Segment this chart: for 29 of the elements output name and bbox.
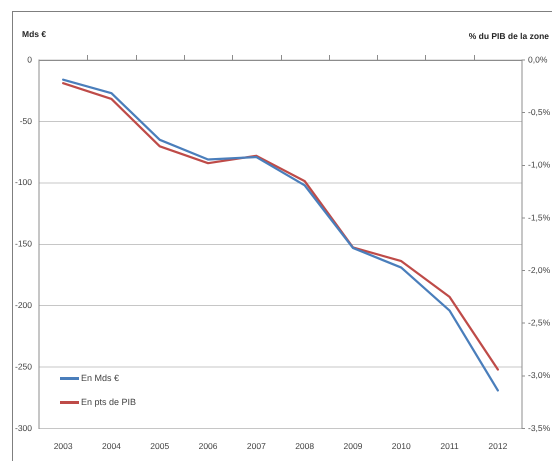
- x-tick-label: 2008: [295, 440, 314, 451]
- x-tick-label: 2011: [440, 440, 459, 451]
- y2-tick-label: -2,0%: [528, 264, 551, 275]
- y-tick-label: -250: [14, 361, 32, 372]
- y-tick-label: -150: [14, 238, 32, 249]
- x-tick-label: 2012: [488, 440, 508, 451]
- y2-axis-title: % du PIB de la zone: [468, 31, 549, 41]
- x-tick-label: 2003: [54, 440, 73, 451]
- y2-tick-label: -3,0%: [528, 370, 551, 380]
- x-tick-label: 2010: [392, 440, 411, 451]
- x-tick-label: 2007: [246, 440, 266, 451]
- x-tick-label: 2009: [343, 440, 363, 451]
- y-tick-label: -50: [20, 116, 32, 126]
- y-tick-label: -300: [14, 422, 32, 433]
- y2-tick-label: 0,0%: [528, 54, 548, 64]
- y2-tick-label: -1,5%: [528, 212, 551, 222]
- y-tick-label: 0: [27, 54, 32, 64]
- y2-tick-label: -3,5%: [528, 422, 551, 433]
- y2-tick-label: -2,5%: [528, 318, 551, 328]
- y2-tick-label: -1,0%: [528, 160, 551, 170]
- x-tick-label: 2005: [150, 440, 170, 451]
- x-tick-label: 2004: [102, 440, 122, 451]
- y-axis-title: Mds €: [22, 29, 46, 39]
- y-tick-label: -200: [14, 300, 32, 310]
- x-tick-label: 2006: [198, 440, 218, 451]
- legend-label: En Mds €: [81, 373, 120, 383]
- y2-tick-label: -0,5%: [528, 106, 551, 117]
- y-tick-label: -100: [14, 177, 32, 188]
- legend-label: En pts de PIB: [81, 397, 136, 407]
